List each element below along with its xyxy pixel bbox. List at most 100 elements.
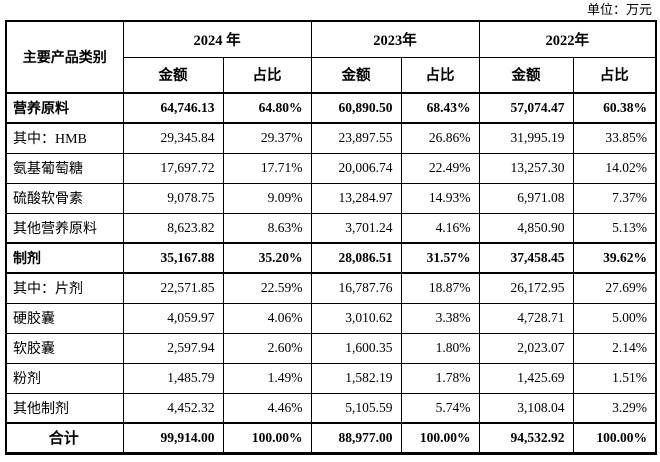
subheader-row: 金额 占比 金额 占比 金额 占比 [6,56,657,94]
amount-cell: 2,023.07 [478,332,574,364]
unit-label: 单位：万元 [586,2,652,17]
category-cell: 合计 [5,422,124,454]
ratio-header-2022: 占比 [572,56,657,94]
ratio-cell: 68.43% [400,92,480,124]
amount-cell: 57,074.47 [478,92,574,124]
ratio-cell: 14.02% [572,152,657,184]
table-row: 硬胶囊 4,059.97 4.06% 3,010.62 3.38% 4,728.71 5.0… [5,302,657,334]
ratio-cell: 5.00% [572,302,657,334]
table-row: 氨基葡萄糖 17,697.72 17.71% 20,006.74 22.49% 13,25… [5,152,657,184]
amount-cell: 23,897.55 [310,122,402,154]
amount-cell: 4,850.90 [478,212,574,244]
amount-cell: 1,600.35 [310,332,402,364]
ratio-cell: 1.78% [400,362,480,394]
ratio-cell: 7.37% [572,182,657,214]
amount-cell: 26,172.95 [478,272,574,304]
amount-cell: 88,977.00 [310,422,402,454]
ratio-cell: 1.49% [222,362,312,394]
ratio-cell: 1.51% [572,362,657,394]
category-cell: 制剂 [5,242,124,274]
ratio-cell: 5.74% [400,392,480,424]
category-cell: 软胶囊 [5,332,124,364]
amount-cell: 5,105.59 [310,392,402,424]
ratio-cell: 22.49% [400,152,480,184]
category-cell: 粉剂 [5,362,124,394]
amount-cell: 35,167.88 [122,242,224,274]
category-cell: 氨基葡萄糖 [5,152,124,184]
ratio-cell: 100.00% [222,422,312,454]
amount-header-2024: 金额 [122,56,224,94]
amount-cell: 4,452.32 [122,392,224,424]
amount-cell: 4,059.97 [122,302,224,334]
ratio-cell: 4.46% [222,392,312,424]
category-cell: 其中：HMB [5,122,124,154]
amount-cell: 60,890.50 [310,92,402,124]
category-cell: 营养原料 [5,92,124,124]
ratio-cell: 18.87% [400,272,480,304]
amount-cell: 94,532.92 [478,422,574,454]
amount-cell: 16,787.76 [310,272,402,304]
amount-cell: 3,108.04 [478,392,574,424]
ratio-cell: 2.60% [222,332,312,364]
table-row: 硫酸软骨素 9,078.75 9.09% 13,284.97 14.93% 6,971.0… [5,182,657,214]
ratio-cell: 1.80% [400,332,480,364]
ratio-cell: 4.06% [222,302,312,334]
ratio-cell: 39.62% [572,242,657,274]
amount-cell: 1,425.69 [478,362,574,394]
ratio-cell: 2.14% [572,332,657,364]
ratio-cell: 100.00% [572,422,657,454]
table-row: 合计 99,914.00 100.00% 88,977.00 100.00% 94,532… [5,422,657,454]
amount-cell: 2,597.94 [122,332,224,364]
amount-cell: 3,701.24 [310,212,402,244]
amount-cell: 17,697.72 [122,152,224,184]
table-row: 制剂 35,167.88 35.20% 28,086.51 31.57% 37,458.4… [5,242,657,274]
ratio-cell: 22.59% [222,272,312,304]
ratio-cell: 29.37% [222,122,312,154]
ratio-cell: 35.20% [222,242,312,274]
product-category-table: 主要产品类别 2024 年 2023年 2022年 金额 占比 金额 占比 金额… [5,20,657,455]
amount-cell: 28,086.51 [310,242,402,274]
ratio-cell: 64.80% [222,92,312,124]
ratio-cell: 3.29% [572,392,657,424]
amount-header-2022: 金额 [478,56,574,94]
table-row: 其他营养原料 8,623.82 8.63% 3,701.24 4.16% 4,850.90… [5,212,657,244]
amount-cell: 29,345.84 [122,122,224,154]
amount-cell: 22,571.85 [122,272,224,304]
ratio-cell: 100.00% [400,422,480,454]
amount-header-2023: 金额 [310,56,402,94]
year-header-row: 主要产品类别 2024 年 2023年 2022年 [5,20,657,94]
amount-cell: 9,078.75 [122,182,224,214]
year-2024-header: 2024 年 [122,20,312,58]
ratio-cell: 9.09% [222,182,312,214]
amount-cell: 13,284.97 [310,182,402,214]
amount-cell: 64,746.13 [122,92,224,124]
category-cell: 硫酸软骨素 [5,182,124,214]
table-row: 其中：HMB 29,345.84 29.37% 23,897.55 26.86% 31,9… [5,122,657,154]
table-body: 营养原料 64,746.13 64.80% 60,890.50 68.43% 57,074… [5,92,657,454]
amount-cell: 8,623.82 [122,212,224,244]
amount-cell: 20,006.74 [310,152,402,184]
ratio-cell: 3.38% [400,302,480,334]
amount-cell: 4,728.71 [478,302,574,334]
table-header: 主要产品类别 2024 年 2023年 2022年 金额 占比 金额 占比 金额… [5,20,657,94]
amount-cell: 37,458.45 [478,242,574,274]
ratio-cell: 27.69% [572,272,657,304]
table-row: 软胶囊 2,597.94 2.60% 1,600.35 1.80% 2,023.07 2.1… [5,332,657,364]
ratio-cell: 31.57% [400,242,480,274]
ratio-cell: 60.38% [572,92,657,124]
amount-cell: 31,995.19 [478,122,574,154]
ratio-cell: 8.63% [222,212,312,244]
ratio-cell: 14.93% [400,182,480,214]
amount-cell: 13,257.30 [478,152,574,184]
table-row: 粉剂 1,485.79 1.49% 1,582.19 1.78% 1,425.69 1.51… [5,362,657,394]
year-2022-header: 2022年 [478,20,657,58]
category-cell: 其中：片剂 [5,272,124,304]
ratio-cell: 5.13% [572,212,657,244]
category-cell: 硬胶囊 [5,302,124,334]
table-row: 其中：片剂 22,571.85 22.59% 16,787.76 18.87% 26,17… [5,272,657,304]
amount-cell: 6,971.08 [478,182,574,214]
amount-cell: 1,485.79 [122,362,224,394]
ratio-header-2024: 占比 [222,56,312,94]
ratio-cell: 4.16% [400,212,480,244]
amount-cell: 3,010.62 [310,302,402,334]
